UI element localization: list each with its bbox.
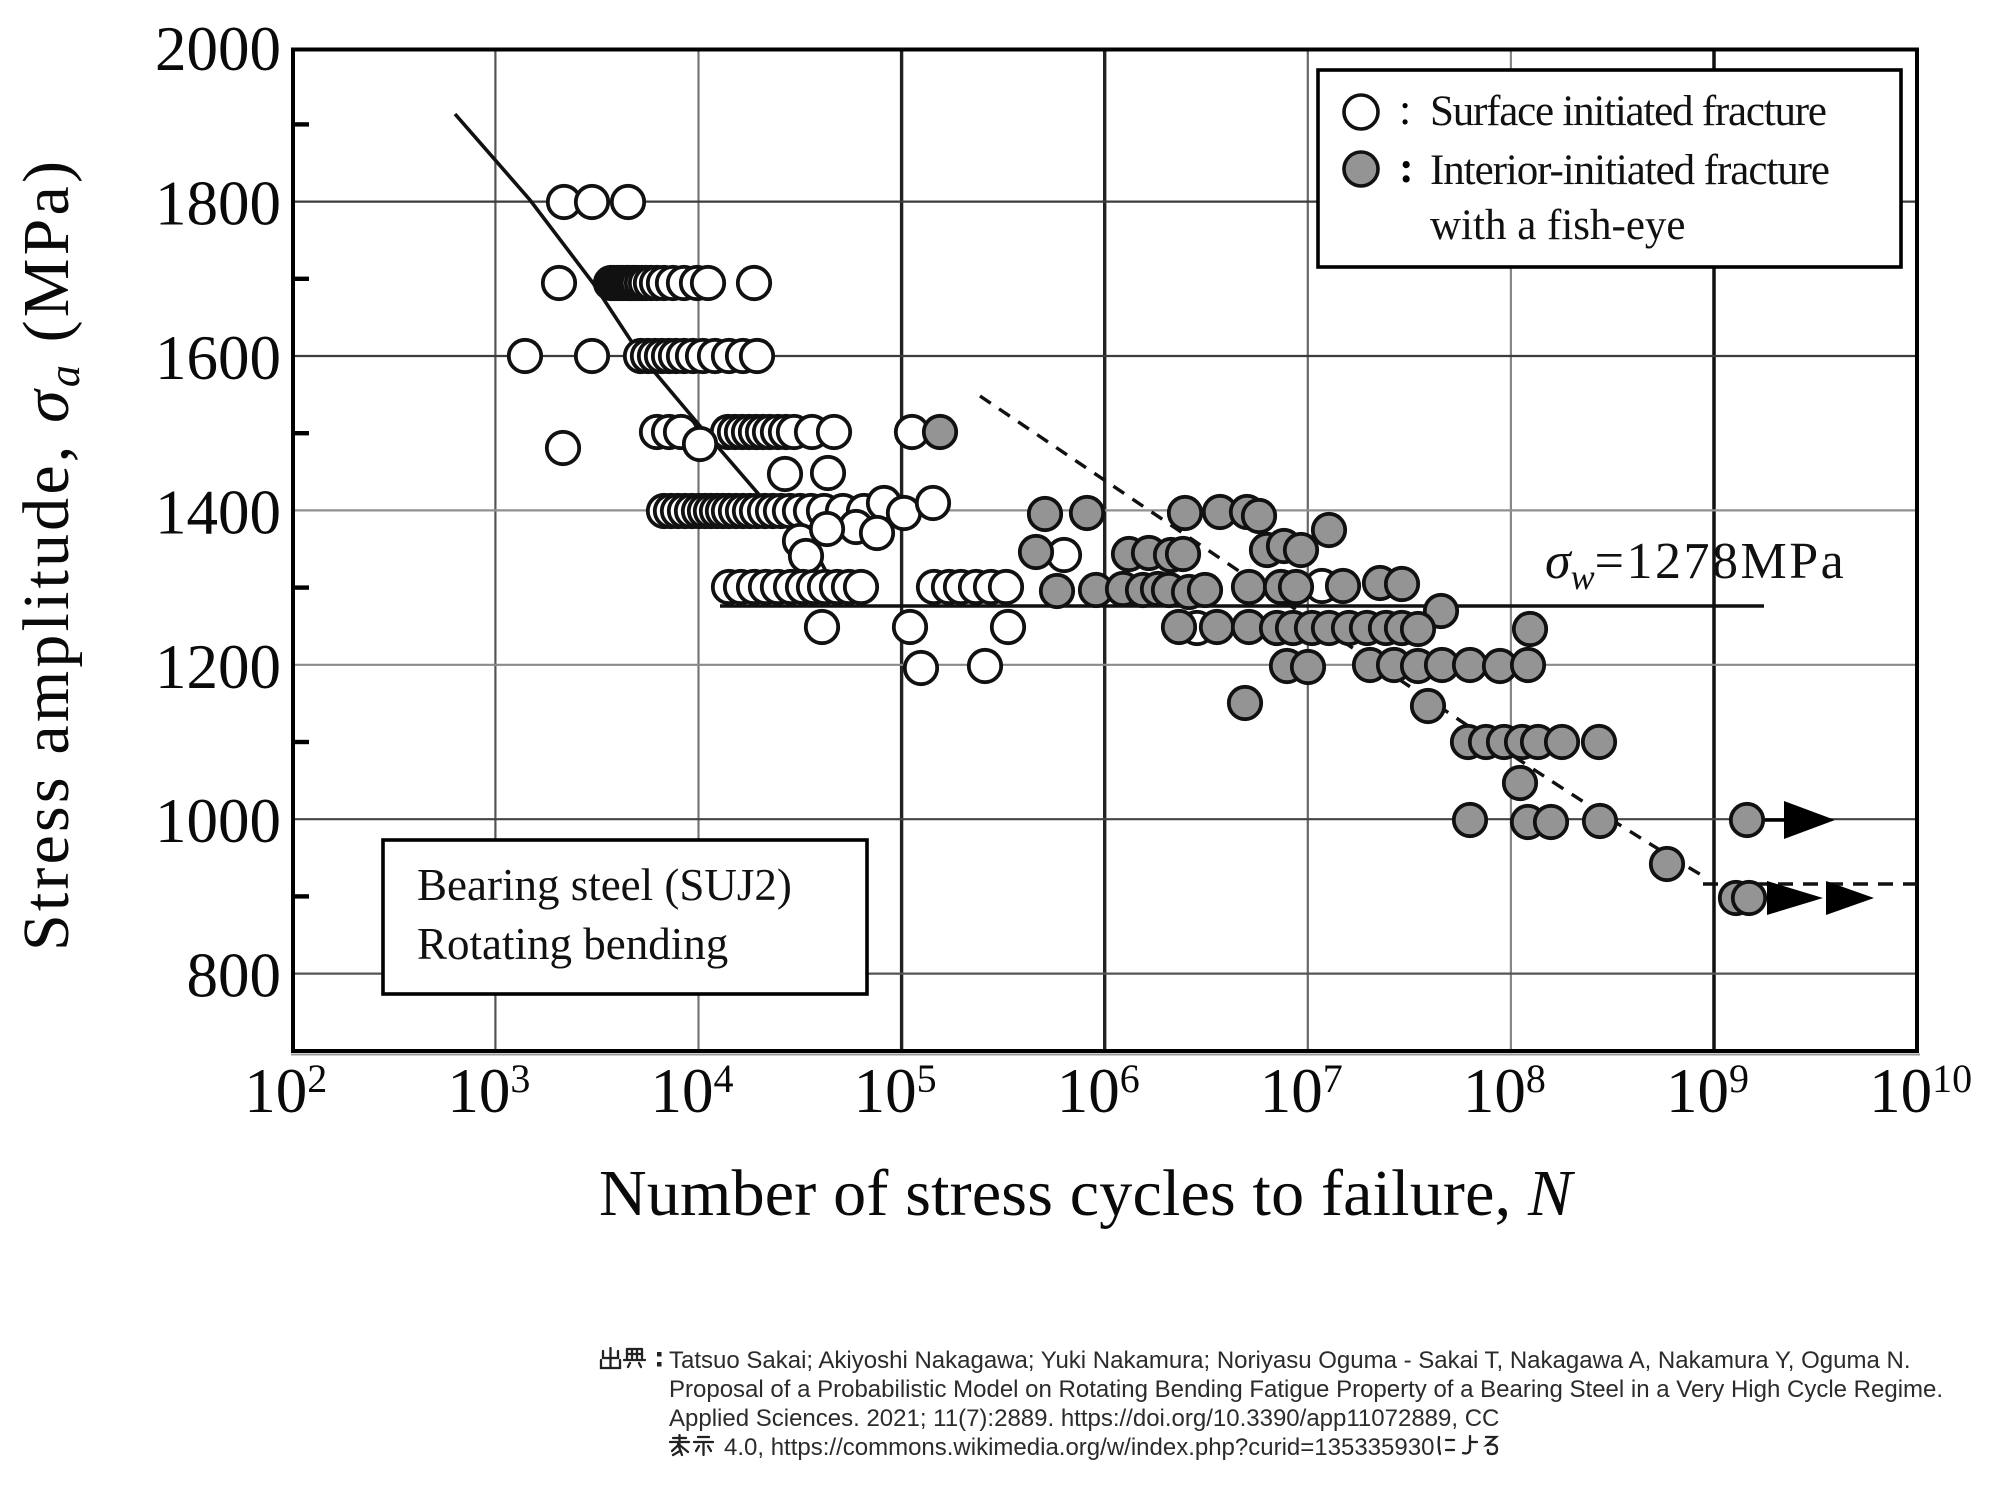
svg-text:800: 800	[187, 941, 282, 1011]
svg-text:4.0, https://commons.wikimedia: 4.0, https://commons.wikimedia.org/w/ind…	[724, 1434, 1434, 1461]
svg-text::: :	[1399, 85, 1411, 134]
svg-text:1400: 1400	[155, 477, 281, 547]
svg-text:Surface initiated fracture: Surface initiated fracture	[1430, 88, 1827, 135]
svg-text:σw=1278MPa: σw=1278MPa	[1545, 533, 1846, 597]
svg-text:Bearing steel (SUJ2): Bearing steel (SUJ2)	[417, 860, 792, 910]
svg-text:1000: 1000	[155, 786, 281, 856]
svg-text:with a fish-eye: with a fish-eye	[1430, 202, 1686, 249]
svg-text:109: 109	[1666, 1056, 1749, 1126]
svg-text::: :	[1399, 143, 1414, 192]
svg-text:1200: 1200	[155, 632, 281, 702]
svg-text:107: 107	[1260, 1056, 1343, 1126]
svg-text:1600: 1600	[155, 323, 281, 393]
svg-text:Number of stress cycles to fai: Number of stress cycles to failure, N	[599, 1157, 1576, 1230]
svg-text:Tatsuo Sakai; Akiyoshi Nakagaw: Tatsuo Sakai; Akiyoshi Nakagawa; Yuki Na…	[669, 1347, 1911, 1374]
svg-text:Proposal of a Probabilistic Mo: Proposal of a Probabilistic Model on Rot…	[669, 1376, 1943, 1403]
svg-text:Interior-initiated fracture: Interior-initiated fracture	[1430, 147, 1830, 194]
svg-text:Applied Sciences. 2021; 11(7):: Applied Sciences. 2021; 11(7):2889. http…	[669, 1405, 1499, 1432]
svg-text:1800: 1800	[155, 169, 281, 239]
svg-text:Rotating bending: Rotating bending	[417, 919, 728, 969]
svg-text:2000: 2000	[155, 14, 281, 84]
svg-text:Stress amplitude, σa (MPa): Stress amplitude, σa (MPa)	[10, 161, 89, 951]
